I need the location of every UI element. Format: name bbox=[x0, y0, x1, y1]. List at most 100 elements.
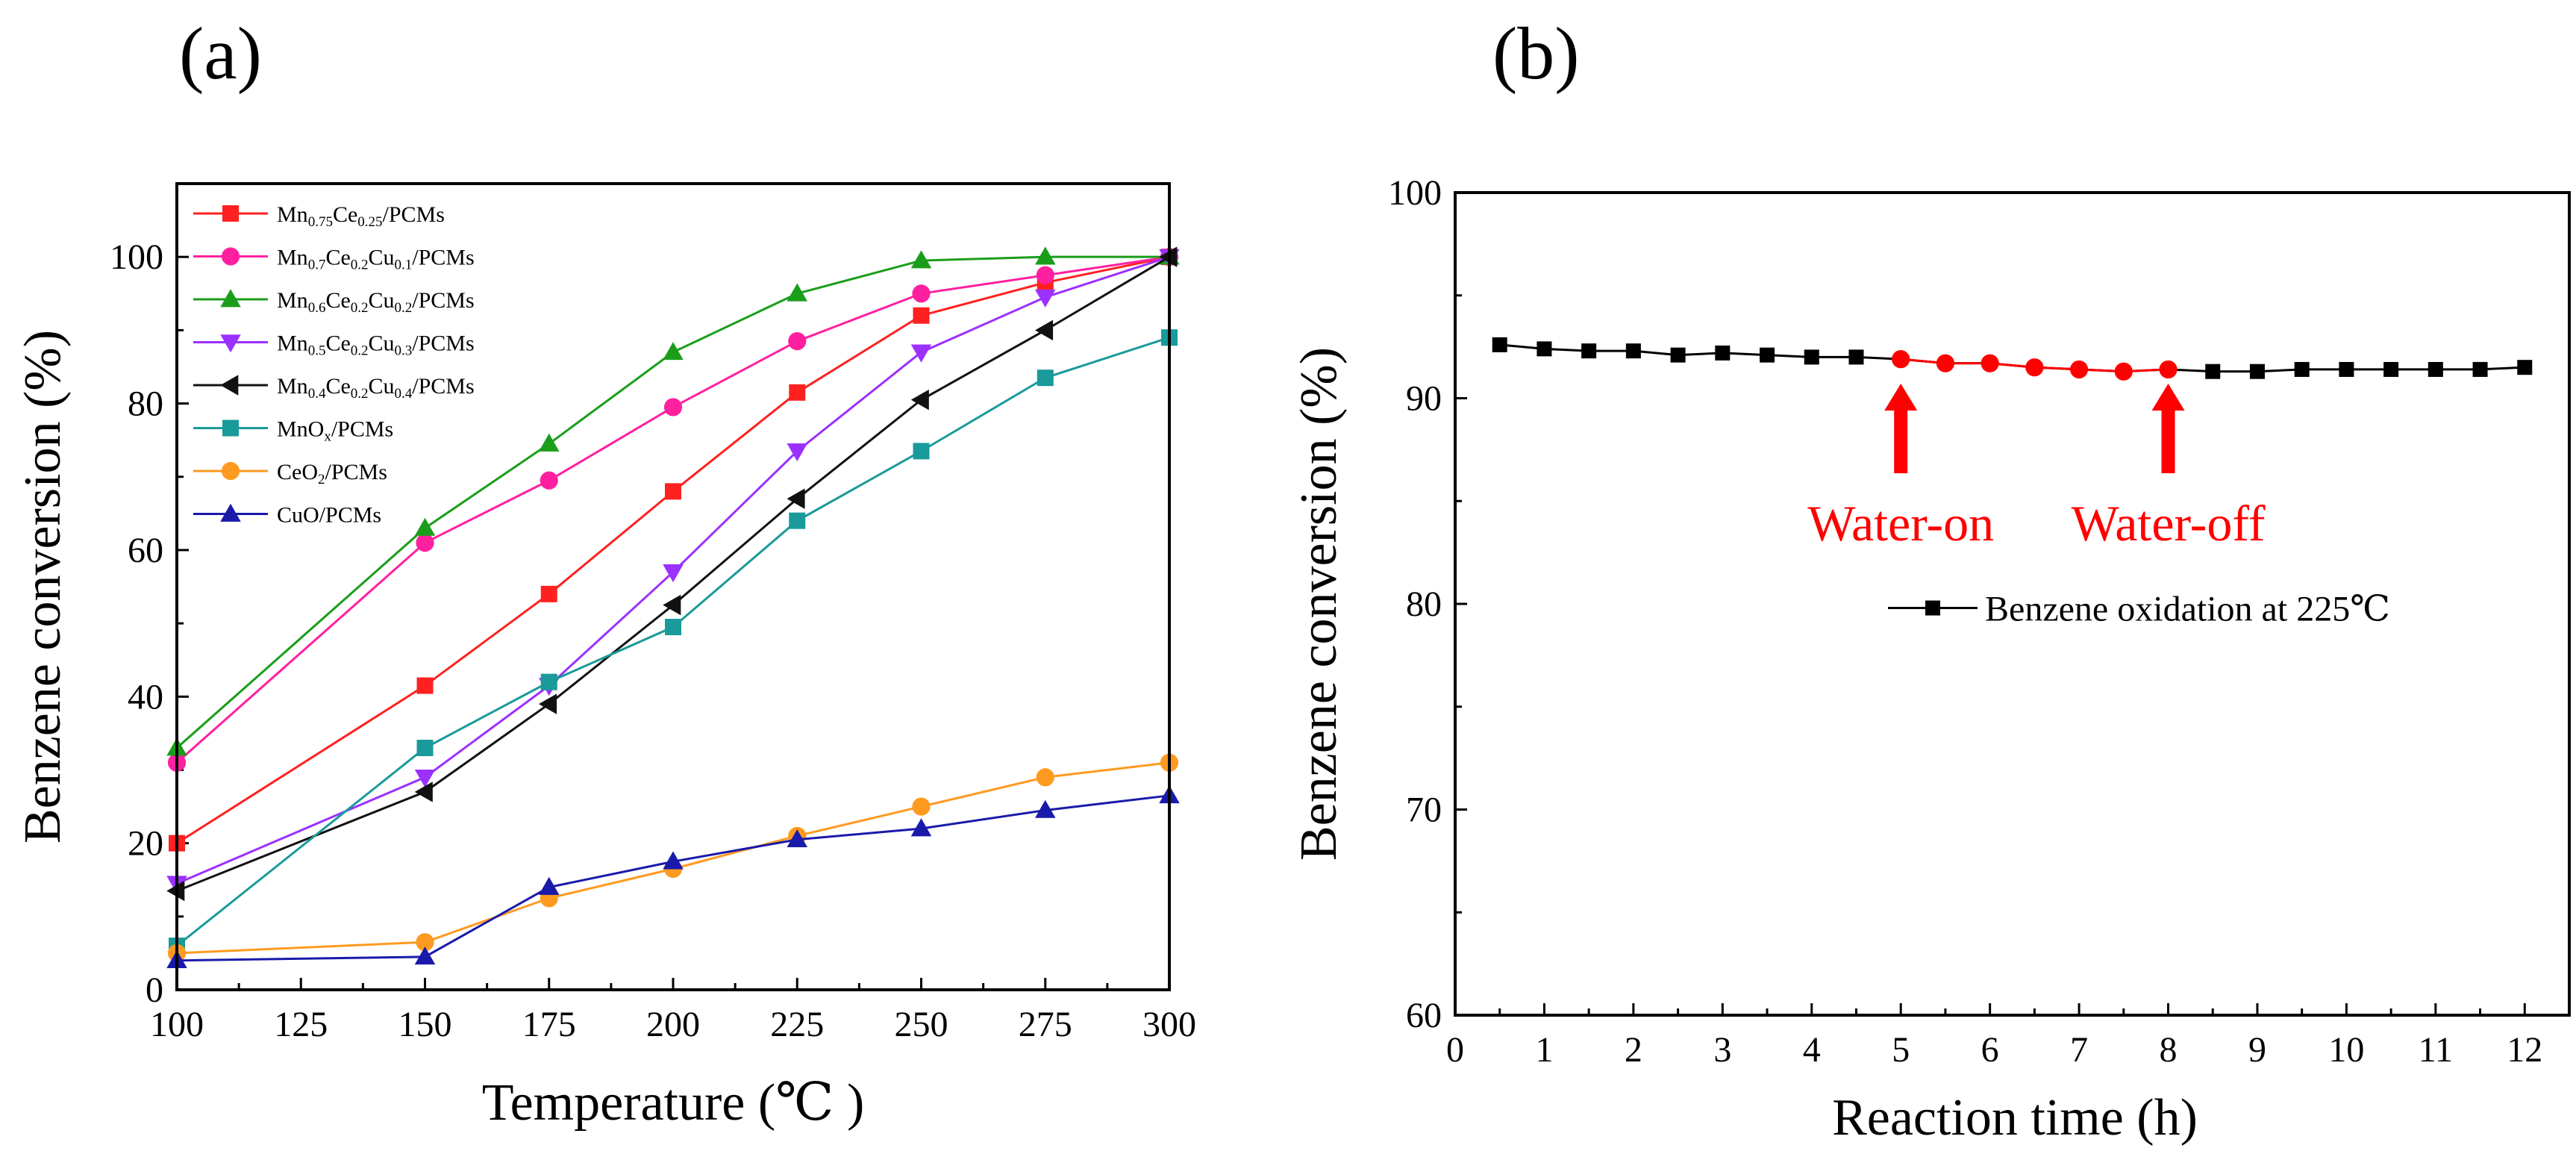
annotation-label: Water-on bbox=[1807, 495, 1994, 552]
annotation-label: Water-off bbox=[2072, 495, 2266, 552]
panel-b-xlabel: Reaction time (h) bbox=[1832, 1089, 2198, 1147]
legend-swatch-marker bbox=[221, 461, 240, 481]
data-point bbox=[2339, 361, 2354, 377]
panel-a-frame bbox=[175, 182, 1171, 991]
legend-swatch-marker bbox=[220, 334, 241, 353]
legend-label: Mn0.5Ce0.2Cu0.3/PCMs bbox=[277, 331, 475, 359]
legend-entry: MnOx/PCMs bbox=[193, 417, 393, 445]
annotation: Water-off bbox=[2072, 383, 2266, 552]
legend-swatch-marker bbox=[220, 503, 241, 522]
data-point bbox=[1036, 768, 1054, 787]
series-line bbox=[176, 761, 1170, 955]
data-point bbox=[910, 250, 932, 269]
legend-label: Mn0.75Ce0.25/PCMs bbox=[277, 202, 445, 230]
legend-entry: Mn0.75Ce0.25/PCMs bbox=[193, 202, 445, 230]
panel-a: (a) 100 125 150 175 200 225 250 275 300 0 20 40 60 80… bbox=[14, 12, 1196, 1132]
series-line bbox=[176, 255, 1170, 885]
data-point-highlight bbox=[1892, 350, 1910, 369]
data-point bbox=[663, 342, 684, 361]
data-point bbox=[665, 619, 681, 635]
data-point bbox=[663, 398, 683, 417]
series-benzene-oxidation bbox=[1492, 337, 2533, 381]
data-point bbox=[1670, 347, 1686, 363]
data-point-highlight bbox=[1981, 354, 1999, 372]
data-point bbox=[665, 483, 681, 500]
data-point bbox=[416, 533, 434, 552]
data-point bbox=[1035, 799, 1056, 818]
legend-entry: CuO/PCMs bbox=[193, 503, 381, 528]
series-6 bbox=[169, 329, 1178, 955]
data-point bbox=[910, 818, 932, 837]
arrow-up-icon bbox=[2151, 383, 2185, 473]
series-3 bbox=[166, 246, 1180, 756]
data-point bbox=[789, 384, 806, 401]
legend-entry: Mn0.7Ce0.2Cu0.1/PCMs bbox=[193, 246, 475, 273]
x-tick-label: 275 bbox=[1019, 1005, 1072, 1044]
data-point bbox=[540, 471, 558, 490]
data-point bbox=[1035, 289, 1056, 308]
data-point bbox=[1581, 343, 1597, 359]
legend-label: MnOx/PCMs bbox=[277, 417, 393, 445]
y-tick-label: 20 bbox=[128, 824, 163, 864]
data-point bbox=[787, 283, 807, 302]
x-tick-label: 6 bbox=[1981, 1030, 1999, 1070]
data-point bbox=[663, 594, 681, 616]
x-tick-label: 300 bbox=[1142, 1005, 1196, 1044]
data-point bbox=[1760, 347, 1775, 363]
legend-label: CuO/PCMs bbox=[277, 503, 381, 528]
x-tick-label: 1 bbox=[1535, 1030, 1553, 1070]
data-point bbox=[912, 797, 931, 816]
data-point bbox=[414, 947, 436, 965]
data-point bbox=[788, 331, 807, 351]
data-point bbox=[787, 443, 807, 462]
series-line bbox=[176, 255, 1169, 749]
data-point bbox=[540, 585, 557, 602]
panel-a-ylabel: Benzene conversion (%) bbox=[14, 330, 72, 843]
legend-entry: Mn0.4Ce0.2Cu0.4/PCMs bbox=[193, 374, 475, 402]
legend-label: Mn0.4Ce0.2Cu0.4/PCMs bbox=[277, 374, 475, 402]
y-tick-label: 90 bbox=[1406, 379, 1442, 419]
data-point bbox=[2427, 361, 2443, 377]
panel-b-series bbox=[1492, 337, 2533, 381]
data-point bbox=[1625, 343, 1641, 359]
y-tick-label: 80 bbox=[128, 384, 163, 424]
panel-a-legend: Mn0.75Ce0.25/PCMs Mn0.7Ce0.2Cu0.1/PCMs Mn0… bbox=[193, 202, 475, 528]
data-point bbox=[416, 740, 434, 756]
series-1 bbox=[169, 249, 1178, 852]
legend-entry: Mn0.5Ce0.2Cu0.3/PCMs bbox=[193, 331, 475, 359]
x-tick-label: 3 bbox=[1713, 1030, 1731, 1070]
data-point bbox=[910, 344, 932, 363]
data-point bbox=[539, 693, 557, 714]
series-line bbox=[176, 336, 1170, 947]
legend-swatch-marker bbox=[222, 420, 239, 437]
panel-b-frame bbox=[1454, 191, 2571, 1017]
data-point-highlight bbox=[2069, 360, 2089, 379]
data-point bbox=[414, 782, 433, 802]
panel-b-ylabel: Benzene conversion (%) bbox=[1290, 347, 1348, 861]
data-point bbox=[663, 564, 684, 583]
data-point bbox=[539, 876, 560, 895]
x-tick-label: 9 bbox=[2248, 1030, 2266, 1070]
y-tick-label: 0 bbox=[146, 970, 163, 1010]
y-tick-label: 100 bbox=[110, 237, 163, 277]
legend-entry: CeO2/PCMs bbox=[193, 460, 387, 487]
data-point bbox=[789, 512, 806, 529]
y-tick-label: 60 bbox=[128, 531, 163, 570]
x-tick-label: 2 bbox=[1625, 1030, 1642, 1070]
panel-label-a: (a) bbox=[179, 12, 262, 95]
data-point bbox=[1848, 349, 1864, 365]
data-point bbox=[2517, 360, 2533, 375]
legend-swatch-marker bbox=[222, 205, 239, 222]
data-point bbox=[540, 673, 557, 690]
data-point bbox=[1492, 337, 1507, 352]
legend-label: Benzene oxidation at 225℃ bbox=[1985, 590, 2390, 629]
panel-b-legend: Benzene oxidation at 225℃ bbox=[1888, 590, 2390, 629]
data-point bbox=[1804, 349, 1819, 365]
data-point bbox=[2294, 361, 2310, 377]
y-tick-label: 80 bbox=[1406, 584, 1442, 624]
arrow-up-icon bbox=[1884, 383, 1918, 473]
legend-label: CeO2/PCMs bbox=[277, 460, 387, 487]
legend-swatch-marker bbox=[221, 247, 240, 266]
